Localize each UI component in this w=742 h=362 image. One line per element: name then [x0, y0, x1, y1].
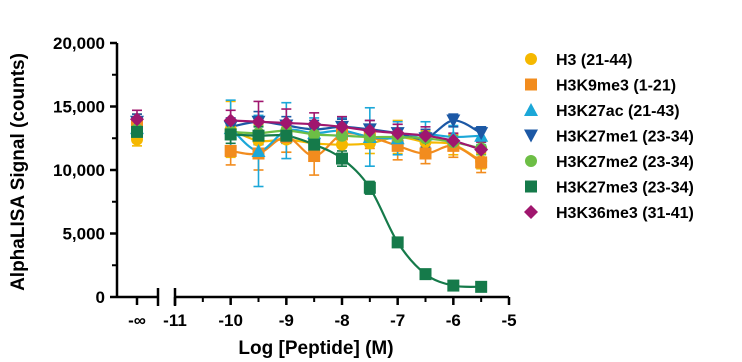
data-point — [308, 150, 321, 163]
legend-label: H3K27me1 (23-34) — [556, 129, 694, 146]
legend-marker — [524, 129, 538, 143]
data-point — [251, 114, 266, 129]
x-tick-label: -8 — [334, 311, 349, 330]
legend-label: H3K27ac (21-43) — [556, 103, 680, 120]
x-tick-label: -6 — [446, 311, 461, 330]
data-point — [279, 116, 294, 131]
x-axis-title: Log [Peptide] (M) — [238, 338, 393, 359]
data-point — [475, 280, 488, 293]
fit-curve — [230, 129, 482, 150]
fit-curve — [230, 133, 482, 289]
data-point — [224, 128, 237, 141]
data-point — [336, 129, 348, 142]
x-tick-label: -5 — [501, 311, 516, 330]
data-point — [391, 236, 404, 249]
fit-curve — [230, 119, 482, 151]
data-point — [336, 152, 348, 165]
legend-label: H3K27me2 (23-34) — [556, 154, 694, 171]
data-point — [446, 133, 461, 148]
data-point — [419, 268, 432, 281]
legend-marker — [525, 53, 537, 65]
data-point — [308, 128, 321, 141]
x-tick-label: -10 — [218, 311, 243, 330]
data-point — [251, 143, 266, 157]
data-point — [447, 279, 460, 292]
fit-curve — [229, 127, 482, 153]
legend-marker — [525, 78, 537, 91]
axes: 0 5,000 10,000 15,000 20,000 -∞ -11 -10 -9 -8 -7 -6… — [53, 34, 517, 330]
legend: H3 (21-44) H3K9me3 (1-21) H3K27ac (21-43) H… — [524, 52, 694, 222]
data-point — [336, 138, 348, 151]
data-point — [224, 144, 237, 157]
legend-marker — [525, 155, 537, 167]
y-axis-title: AlphaLISA Signal (counts) — [8, 53, 29, 291]
x-tick-label: -9 — [279, 311, 294, 330]
data-point — [335, 119, 349, 134]
x-tick-label: -11 — [163, 311, 187, 330]
data-point — [363, 181, 376, 194]
legend-label: H3K9me3 (1-21) — [556, 78, 676, 95]
legend-marker — [525, 180, 537, 193]
data-point — [446, 114, 461, 128]
data-point — [131, 125, 143, 138]
legend-label: H3K36me3 (31-41) — [556, 205, 694, 222]
y-tick-label: 20,000 — [53, 34, 105, 53]
data-point — [280, 129, 293, 142]
data-markers — [130, 112, 489, 293]
data-point — [475, 156, 488, 169]
legend-label: H3 (21-44) — [556, 52, 632, 69]
legend-marker — [524, 103, 538, 116]
data-point — [223, 113, 238, 128]
x-tick-label: -7 — [390, 311, 405, 330]
data-point — [418, 128, 433, 143]
y-tick-label: 10,000 — [53, 161, 105, 180]
x-tick-label-neg-infinity: -∞ — [128, 311, 146, 330]
data-point — [390, 126, 405, 141]
data-point — [252, 129, 265, 142]
legend-marker — [524, 205, 538, 219]
data-point — [308, 138, 321, 151]
legend-label: H3K27me3 (23-34) — [556, 180, 694, 197]
data-point — [307, 117, 322, 132]
fit-curves — [229, 119, 482, 289]
data-point — [474, 127, 489, 141]
data-point — [419, 147, 432, 160]
y-tick-label: 5,000 — [62, 225, 105, 244]
data-point — [362, 123, 377, 138]
y-tick-label: 0 — [96, 288, 105, 307]
data-point — [130, 112, 144, 127]
y-tick-label: 15,000 — [53, 98, 105, 117]
data-point — [474, 142, 489, 157]
